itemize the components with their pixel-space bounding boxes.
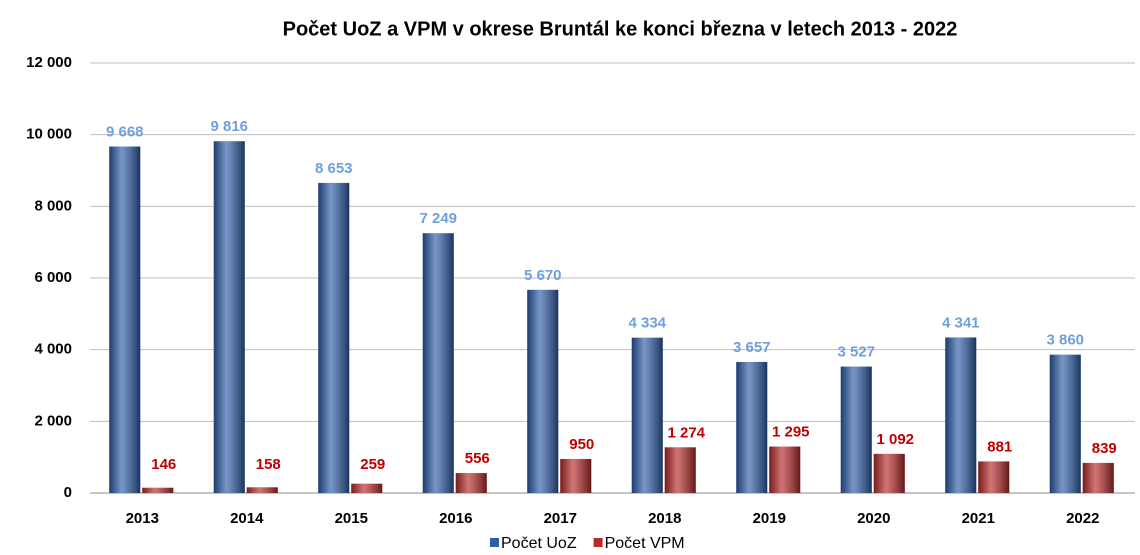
value-label: 5 670 (524, 267, 562, 284)
value-label: 556 (465, 450, 490, 467)
value-label: 146 (151, 456, 176, 473)
value-label: 1 274 (667, 424, 705, 441)
legend-label: Počet UoZ (501, 535, 577, 552)
value-label: 3 860 (1046, 332, 1084, 349)
bar-shine (631, 337, 663, 493)
x-tick-label: 2022 (1066, 510, 1099, 527)
value-label: 1 092 (876, 431, 914, 448)
bar-shine (1082, 462, 1114, 493)
x-tick-label: 2019 (753, 510, 786, 527)
bar-shine (213, 141, 245, 493)
bar-shine (318, 182, 350, 493)
value-label: 839 (1092, 440, 1117, 457)
x-tick-label: 2020 (857, 510, 890, 527)
x-tick-label: 2015 (335, 510, 368, 527)
value-label: 158 (256, 456, 281, 473)
bar-shine (664, 447, 696, 493)
y-tick-label: 6 000 (34, 269, 72, 286)
legend-swatch (490, 538, 499, 547)
value-label: 4 341 (942, 314, 980, 331)
bar-shine (527, 289, 559, 493)
value-label: 9 816 (210, 118, 248, 135)
bar-shine (769, 446, 801, 493)
value-label: 7 249 (419, 210, 457, 227)
value-label: 950 (569, 436, 594, 453)
bar-shine (1049, 354, 1081, 493)
x-tick-label: 2016 (439, 510, 472, 527)
y-tick-label: 0 (64, 484, 72, 501)
x-tick-label: 2018 (648, 510, 681, 527)
bar-shine (422, 233, 454, 493)
bar-shine (736, 361, 768, 493)
bar-shine (945, 337, 977, 493)
bar-shine (246, 487, 278, 493)
bar-shine (455, 473, 487, 493)
value-label: 259 (360, 456, 385, 473)
chart-title: Počet UoZ a VPM v okrese Bruntál ke konc… (283, 18, 958, 40)
y-tick-label: 4 000 (34, 341, 72, 358)
bar-shine (978, 461, 1010, 493)
value-label: 4 334 (628, 315, 666, 332)
bar-shine (109, 146, 141, 493)
y-tick-label: 2 000 (34, 412, 72, 429)
bar-shine (351, 483, 383, 493)
y-tick-label: 8 000 (34, 197, 72, 214)
y-tick-label: 10 000 (26, 126, 72, 143)
x-tick-label: 2014 (230, 510, 264, 527)
y-tick-label: 12 000 (26, 54, 72, 71)
value-label: 881 (987, 438, 1012, 455)
value-label: 9 668 (106, 124, 144, 141)
bar-shine (873, 453, 905, 493)
value-label: 3 657 (733, 339, 771, 356)
value-label: 3 527 (837, 344, 875, 361)
bar-shine (840, 366, 872, 493)
x-tick-label: 2013 (126, 510, 159, 527)
bar-shine (142, 487, 174, 493)
value-label: 1 295 (772, 424, 810, 441)
value-label: 8 653 (315, 160, 353, 177)
x-tick-label: 2021 (962, 510, 995, 527)
bar-shine (560, 458, 592, 493)
legend-swatch (593, 538, 603, 547)
x-tick-label: 2017 (544, 510, 577, 527)
legend-label: Počet VPM (605, 535, 685, 552)
